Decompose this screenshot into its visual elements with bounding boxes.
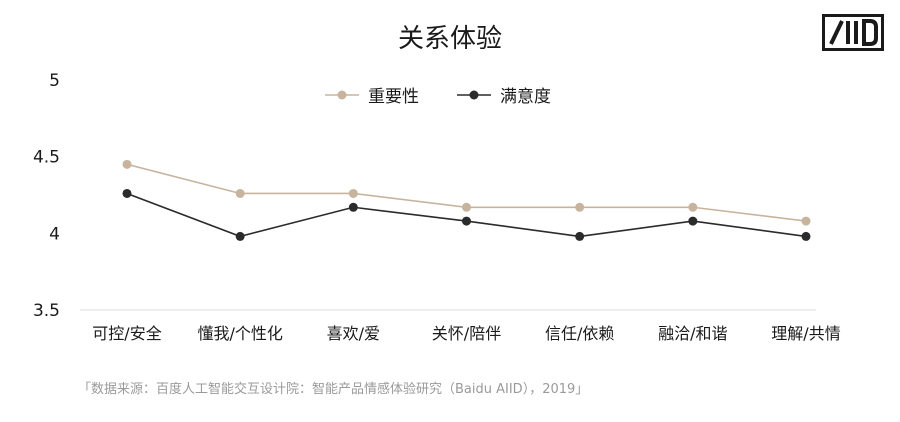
x-tick-label: 信任/依赖 [545,324,614,343]
legend-swatch-importance [325,90,359,99]
x-tick-label: 可控/安全 [92,324,161,343]
legend-label-importance: 重要性 [368,87,419,107]
y-tick-label: 3.5 [33,301,60,321]
data-point-0 [348,188,358,198]
data-point-1 [122,188,132,198]
data-point-1 [462,216,471,226]
y-tick-label: 4 [49,224,60,244]
data-point-1 [348,202,358,212]
y-tick-label: 4.5 [33,148,60,168]
series-line-0 [126,163,807,222]
data-point-1 [801,231,811,241]
series-line-1 [126,192,807,238]
legend-item-importance: 重要性 [325,82,419,107]
data-point-0 [575,202,585,212]
data-point-0 [462,202,471,212]
data-point-0 [122,159,132,169]
data-point-0 [688,202,698,212]
x-tick-label: 喜欢/爱 [327,324,380,343]
chart-legend: 重要性 满意度 [325,82,589,107]
data-point-1 [575,231,585,241]
chart-title: 关系体验 [397,24,502,54]
x-tick-label: 懂我/个性化 [197,324,282,343]
data-point-0 [235,188,245,198]
data-point-1 [235,231,245,241]
data-point-0 [801,216,811,226]
x-tick-label: 融洽/和谐 [658,324,727,343]
x-tick-label: 关怀/陪伴 [432,324,501,343]
aiid-logo [822,14,884,51]
legend-swatch-satisfaction [457,90,491,99]
y-tick-label: 5 [49,71,60,91]
x-tick-label: 理解/共情 [771,324,840,343]
legend-item-satisfaction: 满意度 [457,82,551,107]
legend-label-satisfaction: 满意度 [500,87,551,107]
source-note: 「数据来源：百度人工智能交互设计院：智能产品情感体验研究（Baidu AIID）… [78,382,589,397]
data-point-1 [688,216,698,226]
